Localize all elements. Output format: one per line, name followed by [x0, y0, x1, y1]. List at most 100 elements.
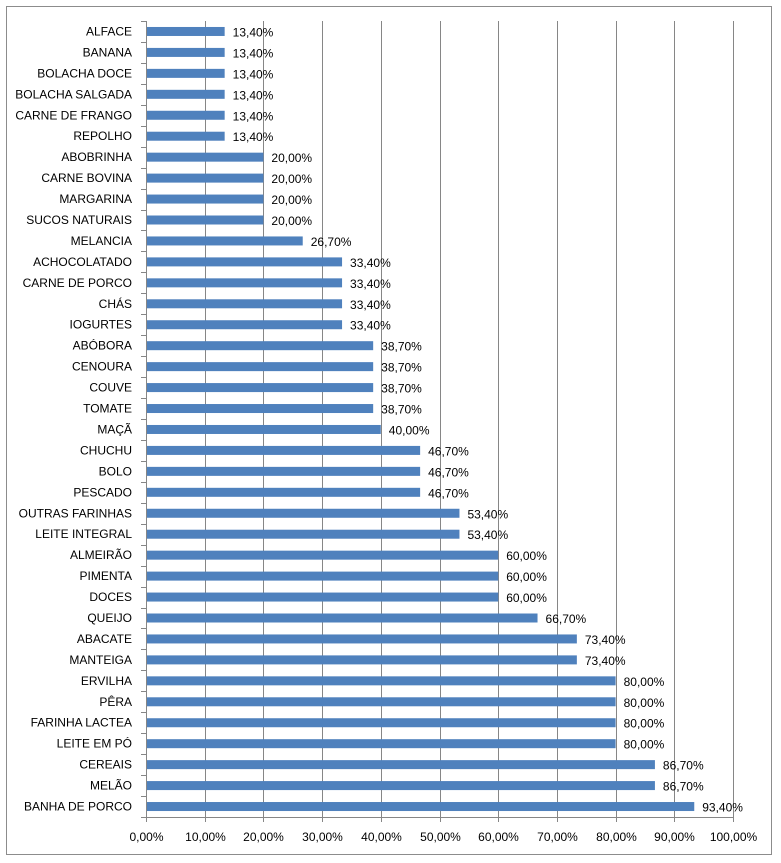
- bar: [147, 383, 374, 393]
- category-label: MARGARINA: [59, 192, 132, 206]
- bar: [147, 278, 343, 288]
- data-label: 80,00%: [624, 738, 665, 752]
- bar: [147, 194, 264, 204]
- category-label: DOCES: [89, 590, 132, 604]
- data-label: 13,40%: [233, 88, 274, 102]
- bar: [147, 236, 303, 246]
- category-label: BOLACHA DOCE: [37, 66, 132, 80]
- category-label: OUTRAS FARINHAS: [19, 506, 132, 520]
- bar: [147, 466, 421, 476]
- bar: [147, 47, 225, 57]
- data-label: 46,70%: [428, 486, 469, 500]
- category-label: MELANCIA: [71, 234, 132, 248]
- data-label: 60,00%: [506, 570, 547, 584]
- x-tick-label: 10,00%: [185, 830, 226, 844]
- x-tick-label: 0,00%: [129, 830, 163, 844]
- bar: [147, 508, 460, 518]
- category-label: LEITE INTEGRAL: [35, 527, 132, 541]
- data-label: 33,40%: [350, 277, 391, 291]
- data-label: 20,00%: [271, 193, 312, 207]
- category-label: ABOBRINHA: [61, 150, 132, 164]
- category-label: PÊRA: [99, 694, 132, 709]
- x-tick-label: 100,00%: [710, 830, 758, 844]
- category-label: BOLO: [99, 464, 132, 478]
- data-label: 38,70%: [381, 340, 422, 354]
- data-label: 46,70%: [428, 465, 469, 479]
- bar: [147, 487, 421, 497]
- data-label: 53,40%: [467, 528, 508, 542]
- bar: [147, 131, 225, 141]
- data-label: 93,40%: [702, 801, 743, 815]
- data-label: 66,70%: [546, 612, 587, 626]
- category-label: QUEIJO: [87, 611, 132, 625]
- chart-frame: [6, 6, 772, 855]
- bar: [147, 634, 577, 644]
- data-label: 60,00%: [506, 591, 547, 605]
- x-tick-label: 70,00%: [537, 830, 578, 844]
- x-tick-label: 50,00%: [420, 830, 461, 844]
- category-label: TOMATE: [83, 402, 132, 416]
- data-label: 20,00%: [271, 172, 312, 186]
- data-label: 20,00%: [271, 151, 312, 165]
- bar: [147, 655, 577, 665]
- category-label: PIMENTA: [80, 569, 132, 583]
- x-tick-label: 20,00%: [243, 830, 284, 844]
- bar: [147, 760, 655, 770]
- bar: [147, 529, 460, 539]
- category-label: SUCOS NATURAIS: [26, 213, 132, 227]
- category-label: ABÓBORA: [73, 338, 132, 353]
- data-label: 26,70%: [311, 235, 352, 249]
- data-label: 80,00%: [624, 675, 665, 689]
- category-label: BOLACHA SALGADA: [15, 87, 132, 101]
- bar: [147, 739, 616, 749]
- data-label: 13,40%: [233, 46, 274, 60]
- data-label: 46,70%: [428, 444, 469, 458]
- bar: [147, 173, 264, 183]
- category-label: ACHOCOLATADO: [33, 255, 132, 269]
- category-label: PESCADO: [73, 485, 132, 499]
- category-label: CARNE DE PORCO: [23, 276, 132, 290]
- data-label: 86,70%: [663, 759, 704, 773]
- bar: [147, 299, 343, 309]
- data-label: 80,00%: [624, 717, 665, 731]
- bar: [147, 404, 374, 414]
- data-label: 13,40%: [233, 25, 274, 39]
- category-label: ALMEIRÃO: [70, 548, 132, 562]
- bar: [147, 68, 225, 78]
- category-label: REPOLHO: [73, 129, 132, 143]
- bar: [147, 445, 421, 455]
- category-label: MELÃO: [90, 779, 132, 793]
- bar: [147, 424, 381, 434]
- category-label: CHÁS: [99, 296, 132, 311]
- bar: [147, 592, 499, 602]
- category-label: COUVE: [89, 381, 132, 395]
- bar: [147, 152, 264, 162]
- category-label: ERVILHA: [81, 674, 132, 688]
- category-label: BANHA DE PORCO: [24, 800, 132, 814]
- bar: [147, 89, 225, 99]
- bar: [147, 215, 264, 225]
- data-label: 13,40%: [233, 109, 274, 123]
- bar: [147, 613, 538, 623]
- data-label: 60,00%: [506, 549, 547, 563]
- category-label: CENOURA: [72, 360, 132, 374]
- bar: [147, 676, 616, 686]
- data-label: 53,40%: [467, 507, 508, 521]
- bar: [147, 320, 343, 330]
- category-label: CARNE BOVINA: [41, 171, 132, 185]
- category-label: ALFACE: [86, 24, 132, 38]
- data-label: 33,40%: [350, 298, 391, 312]
- bar: [147, 697, 616, 707]
- data-label: 33,40%: [350, 256, 391, 270]
- category-label: CARNE DE FRANGO: [15, 108, 132, 122]
- category-label: MANTEIGA: [69, 653, 132, 667]
- bar: [147, 362, 374, 372]
- bar: [147, 550, 499, 560]
- x-tick-label: 90,00%: [654, 830, 695, 844]
- category-label: IOGURTES: [70, 318, 132, 332]
- data-label: 40,00%: [389, 423, 430, 437]
- data-label: 38,70%: [381, 403, 422, 417]
- category-label: LEITE EM PÓ: [57, 736, 132, 751]
- data-label: 20,00%: [271, 214, 312, 228]
- bar: [147, 26, 225, 36]
